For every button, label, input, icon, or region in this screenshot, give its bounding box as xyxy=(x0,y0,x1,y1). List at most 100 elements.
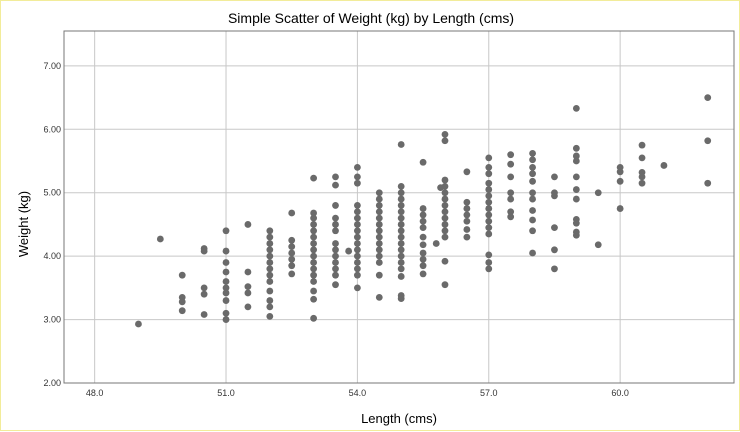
scatter-point xyxy=(353,233,361,241)
scatter-point xyxy=(375,227,383,235)
scatter-point xyxy=(529,207,536,214)
scatter-point xyxy=(397,265,405,273)
scatter-point xyxy=(353,179,361,187)
scatter-point xyxy=(660,162,668,169)
scatter-point xyxy=(200,311,208,318)
scatter-point xyxy=(353,208,361,216)
scatter-point xyxy=(441,195,449,203)
scatter-point xyxy=(353,246,361,254)
scatter-point xyxy=(332,202,339,209)
scatter-point xyxy=(397,273,405,280)
scatter-point xyxy=(375,240,383,247)
scatter-point xyxy=(572,195,580,203)
scatter-point xyxy=(397,233,405,241)
scatter-point xyxy=(485,170,493,178)
scatter-point xyxy=(463,168,471,176)
scatter-point xyxy=(178,307,186,315)
scatter-point xyxy=(310,271,318,279)
scatter-point xyxy=(616,177,624,185)
scatter-point xyxy=(332,173,339,181)
scatter-point xyxy=(332,281,339,289)
scatter-point xyxy=(332,271,339,279)
scatter-point xyxy=(529,163,536,171)
scatter-point xyxy=(332,240,339,247)
scatter-point xyxy=(419,158,427,166)
scatter-point xyxy=(551,192,558,200)
scatter-point xyxy=(551,265,558,273)
scatter-point xyxy=(332,221,339,228)
scatter-point xyxy=(266,297,274,304)
scatter-point xyxy=(572,173,580,181)
scatter-point xyxy=(441,208,449,216)
y-tick-label: 7.00 xyxy=(43,61,61,71)
scatter-point xyxy=(441,176,449,184)
scatter-point xyxy=(485,217,493,225)
scatter-point xyxy=(353,259,361,266)
scatter-point xyxy=(432,240,440,247)
scatter-point xyxy=(485,154,493,162)
scatter-point xyxy=(397,295,405,303)
scatter-point xyxy=(441,137,449,145)
scatter-point xyxy=(437,184,445,192)
scatter-point xyxy=(419,270,427,278)
scatter-point xyxy=(397,240,405,247)
scatter-point xyxy=(288,209,296,217)
x-tick-label: 60.0 xyxy=(611,388,629,398)
scatter-point xyxy=(135,320,142,328)
scatter-point xyxy=(288,262,296,270)
scatter-point xyxy=(244,283,252,290)
scatter-point xyxy=(507,208,515,216)
scatter-point xyxy=(419,241,427,249)
scatter-point xyxy=(551,173,558,181)
scatter-point xyxy=(332,259,339,266)
scatter-point xyxy=(397,195,405,203)
scatter-point xyxy=(310,259,318,266)
plot-area-border xyxy=(63,30,735,384)
scatter-point xyxy=(353,252,361,260)
scatter-point xyxy=(638,179,646,187)
scatter-point xyxy=(375,189,383,197)
scatter-point xyxy=(200,284,208,292)
scatter-point xyxy=(266,233,274,241)
scatter-point xyxy=(638,173,646,181)
scatter-point xyxy=(375,233,383,241)
chart-title: Simple Scatter of Weight (kg) by Length … xyxy=(228,10,514,26)
scatter-point xyxy=(485,265,493,273)
scatter-point xyxy=(485,211,493,219)
scatter-point xyxy=(463,217,471,225)
scatter-point xyxy=(310,221,318,228)
scatter-point xyxy=(310,174,318,182)
scatter-point xyxy=(397,259,405,266)
scatter-point xyxy=(507,195,515,203)
scatter-point xyxy=(616,168,624,176)
scatter-point xyxy=(222,316,230,323)
scatter-point xyxy=(332,181,339,189)
scatter-point xyxy=(156,235,164,243)
scatter-point xyxy=(529,156,536,164)
scatter-point xyxy=(222,227,230,235)
scatter-point xyxy=(178,298,186,306)
scatter-point xyxy=(507,173,515,181)
scatter-point xyxy=(485,186,493,193)
scatter-point xyxy=(485,192,493,200)
scatter-point xyxy=(419,205,427,212)
scatter-point xyxy=(310,295,318,303)
scatter-point xyxy=(419,233,427,241)
scatter-point xyxy=(353,163,361,171)
scatter-point xyxy=(310,287,318,295)
scatter-point xyxy=(266,278,274,285)
scatter-point xyxy=(353,271,361,279)
scatter-point xyxy=(397,189,405,197)
scatter-point xyxy=(332,246,339,254)
scatter-point xyxy=(332,265,339,273)
scatter-point xyxy=(222,268,230,276)
scatter-point xyxy=(310,314,318,322)
scatter-point xyxy=(529,227,536,235)
scatter-point xyxy=(397,246,405,254)
scatter-point xyxy=(397,202,405,209)
scatter-point xyxy=(638,141,646,149)
scatter-point xyxy=(397,221,405,228)
scatter-point xyxy=(507,151,515,159)
data-points xyxy=(135,94,712,328)
